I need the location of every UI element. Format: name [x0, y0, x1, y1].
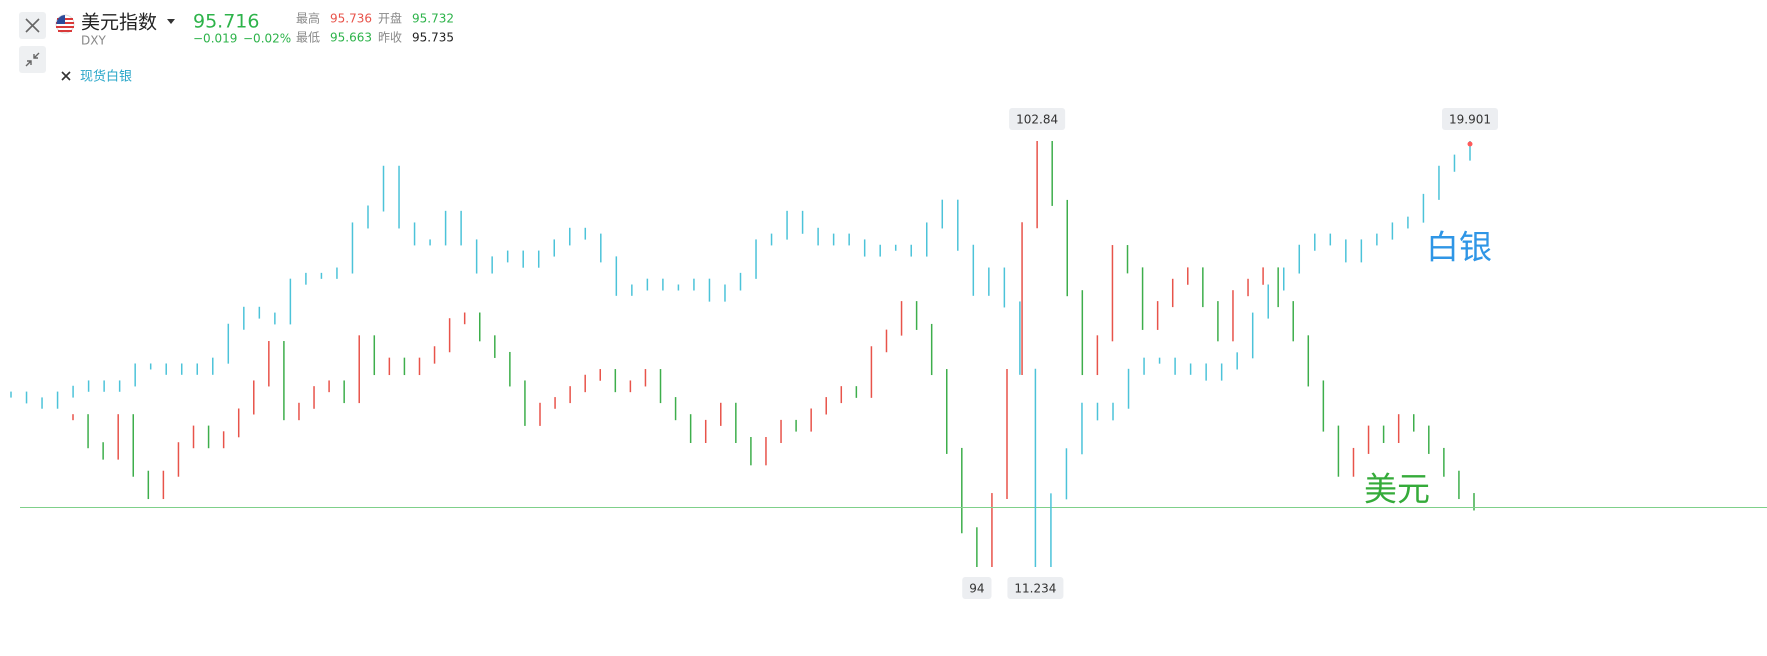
price-change: −0.019 — [193, 32, 237, 46]
extreme-label-bg — [962, 577, 992, 599]
last-point-dot — [1467, 141, 1473, 147]
symbol-name: 美元指数 — [81, 12, 157, 34]
stat-label: 开盘 — [378, 11, 402, 26]
plot-area: 102.84 94 美元 19.901 11.234 白银 — [10, 108, 1767, 599]
series-label: 美元 — [1364, 470, 1430, 509]
stat-label: 昨收 — [378, 31, 402, 45]
extreme-label-bg — [1442, 108, 1498, 130]
extreme-label: 94 — [969, 582, 984, 596]
extreme-label: 19.901 — [1449, 113, 1491, 127]
symbol-selector[interactable]: 美元指数 — [81, 12, 175, 34]
extreme-label-bg — [1007, 577, 1064, 599]
stat-label: 最高 — [296, 11, 320, 26]
symbol-code: DXY — [81, 34, 106, 48]
compare-label[interactable]: 现货白银 — [80, 69, 132, 85]
last-price: 95.716 — [193, 11, 259, 33]
extreme-label-bg — [1009, 108, 1066, 130]
stat-value: 95.736 — [330, 12, 372, 26]
stat-value: 95.663 — [330, 31, 372, 45]
stat-label: 最低 — [296, 31, 320, 45]
price-change-pct: −0.02% — [243, 32, 291, 46]
stat-value: 95.732 — [412, 12, 454, 26]
extreme-label: 102.84 — [1016, 113, 1058, 127]
extreme-label: 11.234 — [1014, 582, 1056, 596]
stat-value: 95.735 — [412, 31, 454, 45]
close-button[interactable] — [19, 12, 46, 39]
compare-remove[interactable] — [61, 71, 71, 81]
series-label: 白银 — [1426, 228, 1492, 267]
us-flag — [55, 14, 75, 34]
collapse-button[interactable] — [19, 46, 46, 73]
